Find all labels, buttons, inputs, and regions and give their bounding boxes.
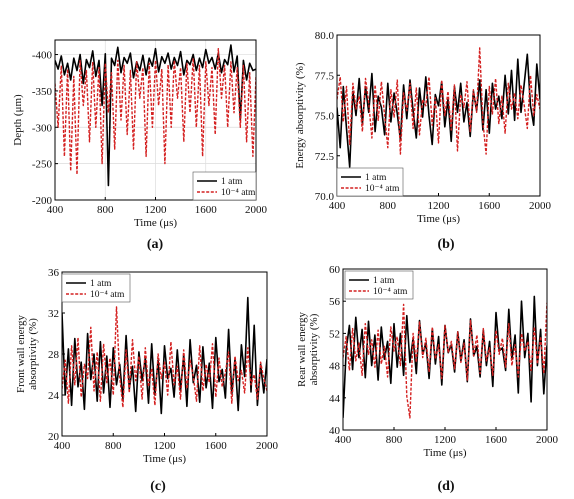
y-tick-label: 20	[48, 431, 60, 443]
y-tick-label: 28	[48, 349, 60, 361]
y-tick-label: 80.0	[315, 30, 335, 42]
x-tick-label: 1200	[145, 204, 168, 216]
panel-label: (b)	[437, 237, 454, 252]
legend-label: 1 atm	[373, 276, 395, 286]
x-tick-label: 800	[105, 440, 122, 452]
series-line-1e-4atm	[62, 306, 267, 408]
x-tick-label: 400	[329, 200, 346, 212]
legend-label: 1 atm	[90, 279, 112, 289]
x-tick-label: 2000	[536, 434, 559, 446]
y-tick-label: -200	[32, 195, 53, 207]
y-tick-label: 77.5	[315, 70, 335, 82]
legend-label: 1 atm	[221, 177, 243, 187]
series-line-1atm	[55, 44, 256, 187]
panel-d: 400 800 1200 1600 2000 40 44 48 52 56 60 Time (μs) R…	[296, 264, 559, 494]
x-tick-label: 800	[380, 200, 397, 212]
x-axis-title: Time (μs)	[143, 453, 186, 465]
legend-box	[336, 167, 404, 197]
y-tick-label: 70.0	[315, 191, 335, 203]
x-tick-label: 800	[386, 434, 403, 446]
series-line-1e-4atm	[337, 47, 540, 155]
panel-b: 400 800 1200 1600 2000 70.0 72.5 75.0 77.5 80.0 Ti…	[294, 30, 552, 252]
y-axis-title: Energy absorptivity (%)	[294, 62, 306, 168]
y-tick-label: 24	[48, 390, 60, 402]
legend-box	[192, 171, 257, 201]
legend-box	[61, 273, 131, 303]
x-tick-label: 1600	[205, 440, 228, 452]
legend-label: 10⁻⁴ atm	[221, 188, 256, 198]
y-tick-label: -250	[32, 159, 53, 171]
y-tick-label: -300	[32, 122, 53, 134]
series-line-1e-4atm	[343, 302, 547, 419]
x-tick-label: 400	[335, 434, 352, 446]
panel-label: (a)	[147, 237, 164, 252]
x-tick-label: 800	[97, 204, 114, 216]
x-tick-label: 1200	[154, 440, 177, 452]
x-tick-label: 400	[47, 204, 64, 216]
legend-label: 10⁻⁴ atm	[365, 184, 400, 194]
legend-box	[344, 270, 414, 300]
series-line-1e-4atm	[55, 48, 256, 176]
legend-label: 10⁻⁴ atm	[90, 290, 125, 300]
x-tick-label: 1600	[195, 204, 218, 216]
x-axis-title: Time (μs)	[423, 447, 466, 459]
x-axis-title: Time (μs)	[417, 213, 460, 225]
y-axis-title: absorptivity (%)	[27, 318, 39, 390]
y-tick-label: 36	[48, 267, 60, 279]
y-tick-label: 72.5	[315, 151, 335, 163]
x-tick-label: 400	[54, 440, 71, 452]
x-tick-label: 1200	[434, 434, 457, 446]
x-tick-label: 1600	[478, 200, 501, 212]
y-axis-title: Front wall energy	[15, 315, 27, 394]
y-tick-label: 75.0	[315, 111, 335, 123]
panel-c: 400 800 1200 1600 2000 20 24 28 32 36 Time (μs) Fro…	[15, 267, 279, 494]
y-tick-label: 56	[329, 296, 341, 308]
y-tick-label: 40	[329, 425, 341, 437]
y-tick-label: 32	[48, 308, 59, 320]
x-tick-label: 2000	[529, 200, 552, 212]
panel-label: (d)	[437, 479, 454, 494]
panel-label: (c)	[150, 479, 166, 494]
legend-label: 1 atm	[365, 173, 387, 183]
y-tick-label: 48	[329, 361, 341, 373]
y-tick-label: -350	[32, 86, 53, 98]
y-tick-label: 60	[329, 264, 341, 276]
x-tick-label: 2000	[256, 440, 279, 452]
y-axis-title: absorptivity (%)	[308, 313, 320, 385]
y-axis-title: Rear wall energy	[296, 312, 308, 387]
x-axis-title: Time (μs)	[134, 217, 177, 229]
x-tick-label: 2000	[245, 204, 268, 216]
x-tick-label: 1600	[485, 434, 508, 446]
y-tick-label: -400	[32, 50, 53, 62]
y-axis-title: Depth (μm)	[12, 94, 24, 146]
legend-label: 10⁻⁴ atm	[373, 287, 408, 297]
y-tick-label: 52	[329, 328, 340, 340]
x-tick-label: 1200	[428, 200, 451, 212]
panel-a: 400 800 1200 1600 2000 -400 -350 -300 -250 -200 Ti…	[12, 39, 268, 252]
series-line-1atm	[337, 53, 540, 168]
y-tick-label: 44	[329, 393, 341, 405]
